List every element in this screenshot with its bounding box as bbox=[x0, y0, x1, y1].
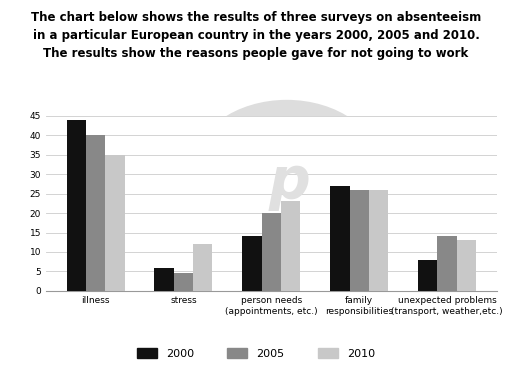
Bar bbox=[242, 236, 262, 291]
Bar bbox=[350, 189, 369, 291]
Bar bbox=[418, 260, 437, 291]
Bar bbox=[457, 240, 476, 291]
Bar bbox=[369, 189, 388, 291]
Bar bbox=[155, 267, 174, 291]
Bar bbox=[281, 201, 301, 291]
Text: The chart below shows the results of three surveys on absenteeism
in a particula: The chart below shows the results of thr… bbox=[31, 11, 481, 60]
Text: p: p bbox=[268, 154, 310, 211]
Legend: 2000, 2005, 2010: 2000, 2005, 2010 bbox=[133, 344, 379, 364]
Bar bbox=[437, 236, 457, 291]
Bar bbox=[86, 135, 105, 291]
Bar bbox=[174, 273, 193, 291]
Bar bbox=[193, 244, 212, 291]
Bar bbox=[67, 119, 86, 291]
Bar bbox=[262, 213, 281, 291]
Bar bbox=[105, 154, 124, 291]
Bar bbox=[330, 186, 350, 291]
